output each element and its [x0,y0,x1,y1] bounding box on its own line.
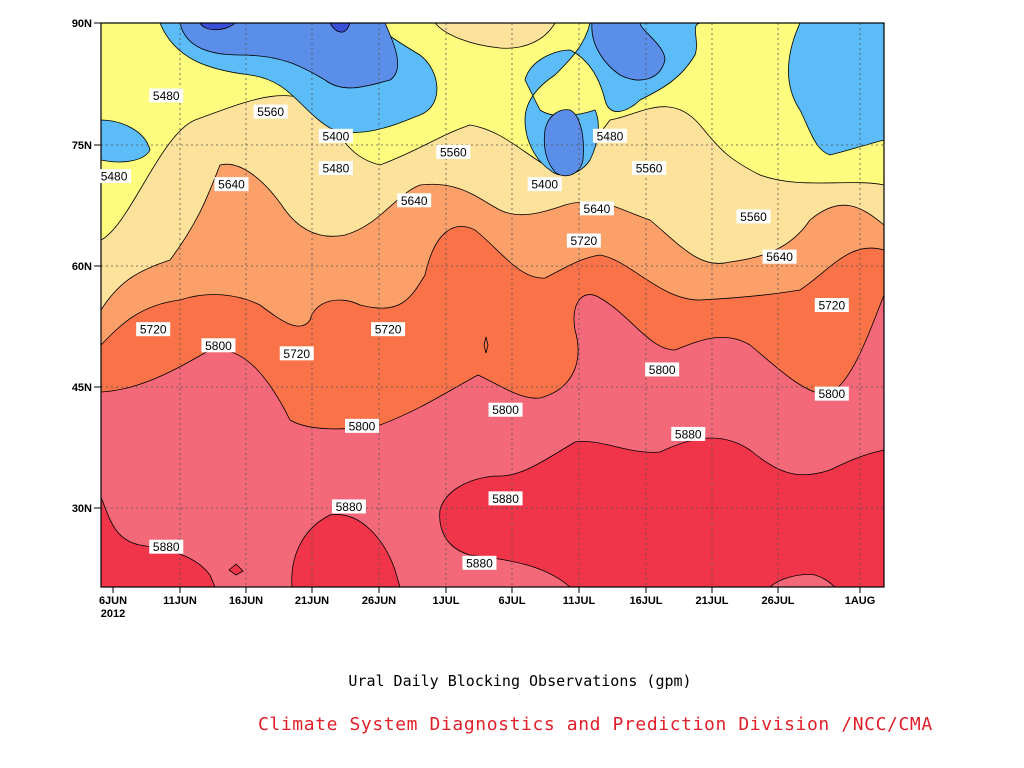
x-tick-label: 21JUL [695,595,728,607]
x-tick-label: 11JUN [163,595,197,607]
contour-label: 5560 [636,162,663,176]
contour-label-box [592,128,627,143]
contour-label: 5480 [153,89,180,103]
band-5400-5480-c [543,109,584,177]
contour-label: 5880 [492,492,519,506]
contour-label: 5800 [649,363,676,377]
x-tick-label: 16JUN [229,595,263,607]
x-tick-label: 26JUN [362,595,396,607]
contour-label: 5640 [584,202,611,216]
contour-label-box [345,418,379,433]
contour-label: 5720 [570,234,597,248]
contour-label: 5640 [401,194,428,208]
contour-label: 5720 [375,323,402,337]
y-axis: 90N 75N 60N 45N 30N [72,18,101,515]
plot-area [101,23,884,587]
contour-label: 5800 [818,387,845,401]
contour-label-box [488,491,523,506]
contour-label-box [527,177,562,192]
band-above-5960-mid [291,514,401,587]
contour-label: 5560 [440,145,467,159]
contour-label: 5640 [218,178,245,192]
band-above-5960-spot [228,563,244,576]
plot-frame [100,22,885,588]
contour-label: 5480 [323,162,350,176]
contour-label: 5880 [153,540,180,554]
x-tick-label: 1AUG [845,595,876,607]
y-tick-label: 45N [72,382,92,394]
contour-label-box [331,499,366,514]
contour-label-box [671,426,706,441]
band-5480-5560-w [101,119,151,163]
contour-label: 5880 [675,427,702,441]
contour-label-box [136,322,171,337]
contour-label-box [149,539,184,554]
contour-label: 5560 [257,105,284,119]
y-tick-label: 75N [72,140,92,152]
contour-label: 5800 [349,419,376,433]
credit-line: Climate System Diagnostics and Predictio… [258,714,933,735]
x-year-label: 2012 [101,608,125,620]
contour-label-box [253,104,288,119]
contour-label-box [371,322,406,337]
y-tick-label: 30N [72,503,92,515]
x-tick-label: 26JUL [761,595,794,607]
contour-label: 5400 [531,178,558,192]
y-tick-label: 60N [72,261,92,273]
contour-label-box [318,128,353,143]
contour-label-box [566,233,601,248]
band-above-5960-east [439,437,884,587]
contour-labels: 5480 5560 5400 5480 5640 5480 5560 5640 5400 5480… [97,88,849,570]
contour-label-box [318,161,353,176]
contour-label: 5720 [283,347,310,361]
contour-label: 5560 [740,210,767,224]
contour-label: 5800 [205,339,232,353]
x-tick-label: 1JUL [433,595,460,607]
x-tick-label: 11JUL [563,595,596,607]
contour-label-box [488,402,523,417]
band-5400-5480-ne [591,23,666,81]
contour-label-box [201,338,236,353]
contour-label: 5880 [336,500,363,514]
contour-label-box [814,386,849,401]
contour-label: 5720 [140,323,167,337]
contour-label: 5880 [466,556,493,570]
contour-label: 5800 [492,403,519,417]
contour-label-box [645,362,680,377]
x-tick-label: 6JUL [499,595,526,607]
contour-label: 5480 [597,129,624,143]
band-5800-5880-east-bottom [769,574,836,587]
y-tick-label: 90N [72,18,92,30]
contour-label-box [214,177,249,192]
contour-label-box [436,144,471,159]
contour-label: 5400 [323,129,350,143]
contour-label: 5720 [818,299,845,313]
x-tick-label: 21JUN [295,595,329,607]
contour-label: 5640 [766,250,793,264]
x-tick-label: 16JUL [629,595,662,607]
contour-label-box [279,346,314,361]
contour-notch [483,336,489,354]
contour-label: 5480 [101,170,128,184]
contour-label-box [97,169,132,184]
contour-label-box [149,88,184,103]
contour-label-box [814,298,849,312]
x-axis: 6JUN 11JUN 16JUN 21JUN 26JUN 1JUL 6JUL 1… [99,587,875,620]
contour-label-box [579,201,614,216]
contour-label-box [736,209,771,224]
x-tick-label: 6JUN [99,595,127,607]
contour-label-box [632,161,667,176]
band-5400-5480-nw [179,23,398,89]
band-above-5960-west [101,496,216,587]
contour-label-box [762,249,797,264]
contour-label-box [397,193,432,208]
band-5640-5720-n [434,23,556,49]
x-axis-label: Ural Daily Blocking Observations (gpm) [348,672,692,690]
contour-label-box [462,555,497,570]
